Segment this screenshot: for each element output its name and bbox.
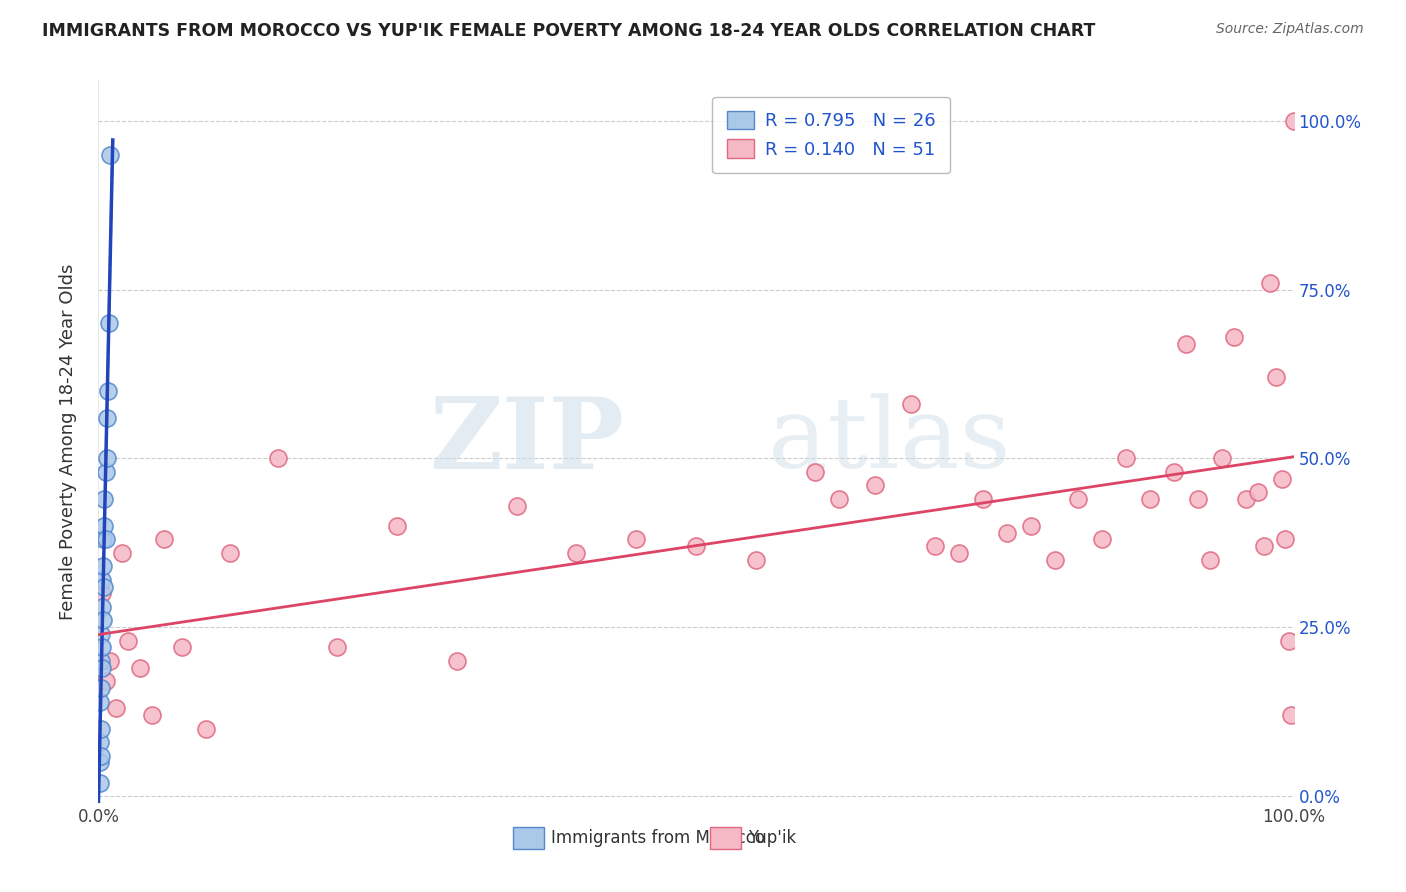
Point (804, 465, 827, 479)
Point (90, 681, 112, 695)
Point (1282, 113, 1305, 128)
Point (326, 640, 349, 655)
Point (565, 546, 588, 560)
Point (89, 694, 111, 708)
Point (97, 384, 120, 398)
Point (91, 661, 114, 675)
Point (1139, 491, 1161, 506)
Text: Yup'ik: Yup'ik (748, 830, 796, 847)
Point (745, 552, 768, 566)
Point (995, 525, 1018, 540)
Point (153, 533, 176, 547)
Point (1115, 451, 1137, 466)
Point (117, 633, 139, 648)
Point (1211, 451, 1233, 466)
Point (172, 640, 194, 655)
Point (1091, 533, 1114, 547)
Point (1175, 336, 1198, 351)
Point (90, 722, 112, 736)
Point (90, 748, 112, 763)
Point (91, 586, 114, 600)
Point (924, 539, 946, 553)
Point (98, 317, 121, 331)
Text: Immigrants from Morocco: Immigrants from Morocco (551, 830, 765, 847)
Point (948, 546, 970, 560)
Point (1247, 485, 1270, 500)
Point (506, 499, 529, 513)
Point (91, 559, 114, 574)
Point (89, 775, 111, 789)
Text: atlas: atlas (768, 393, 1011, 490)
Point (94, 674, 117, 689)
Point (94, 533, 117, 547)
Point (98, 147, 122, 161)
Point (1274, 533, 1296, 547)
Point (105, 701, 128, 715)
Point (1279, 708, 1302, 723)
Point (195, 722, 218, 736)
Point (98, 654, 122, 668)
Point (446, 654, 468, 668)
Point (1258, 276, 1281, 290)
Point (1043, 552, 1066, 566)
Text: IMMIGRANTS FROM MOROCCO VS YUP'IK FEMALE POVERTY AMONG 18-24 YEAR OLDS CORRELATI: IMMIGRANTS FROM MOROCCO VS YUP'IK FEMALE… (42, 22, 1095, 40)
Point (93, 519, 115, 533)
Point (111, 546, 134, 560)
Text: Source: ZipAtlas.com: Source: ZipAtlas.com (1216, 22, 1364, 37)
Text: ZIP: ZIP (429, 393, 624, 490)
Point (96, 451, 118, 466)
Point (1223, 330, 1246, 344)
Point (91, 614, 114, 628)
Point (1199, 552, 1222, 566)
Point (93, 580, 115, 594)
Point (90, 654, 112, 668)
Point (626, 533, 648, 547)
Point (94, 465, 117, 479)
Point (1234, 491, 1257, 506)
Point (129, 661, 152, 675)
Point (91, 640, 114, 655)
Point (865, 478, 887, 492)
Point (1264, 370, 1286, 384)
Point (1187, 491, 1209, 506)
Point (385, 519, 409, 533)
Point (1278, 633, 1301, 648)
Point (91, 599, 114, 614)
Point (96, 411, 118, 425)
Point (89, 756, 111, 770)
Point (91, 573, 114, 587)
Point (685, 539, 707, 553)
Point (90, 627, 112, 641)
Point (1019, 519, 1042, 533)
Point (972, 491, 994, 506)
Point (141, 708, 163, 723)
Point (828, 491, 851, 506)
Point (1253, 539, 1275, 553)
Point (91, 533, 114, 547)
Point (900, 397, 922, 411)
Point (1163, 465, 1185, 479)
Y-axis label: Female Poverty Among 18-24 Year Olds: Female Poverty Among 18-24 Year Olds (59, 263, 77, 620)
Point (1271, 472, 1294, 486)
Point (267, 451, 290, 466)
Point (1067, 491, 1090, 506)
Point (89, 735, 111, 749)
Point (93, 491, 115, 506)
Legend: R = 0.795   N = 26, R = 0.140   N = 51: R = 0.795 N = 26, R = 0.140 N = 51 (713, 96, 950, 173)
Point (219, 546, 242, 560)
